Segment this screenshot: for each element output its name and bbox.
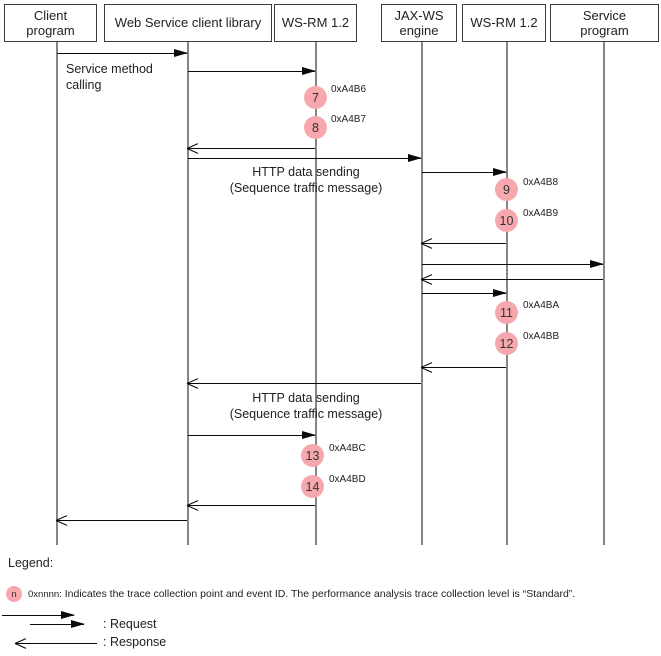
open-arrowhead-icon	[14, 643, 27, 650]
legend-response-arrow-icon	[14, 638, 97, 650]
trace-point-7: 7	[304, 86, 327, 109]
legend-request-label: : Request	[103, 617, 157, 631]
request-arrow-jaxws-to-wsrm2-2	[422, 289, 507, 297]
legend-note-text: Indicates the trace collection point and…	[64, 588, 576, 600]
response-arrow-wsrm2-to-jaxws-2	[420, 362, 506, 374]
filled-arrowhead-icon	[590, 260, 604, 268]
trace-point-10: 10	[495, 209, 518, 232]
lifeline-client-program	[56, 42, 58, 545]
actor-service-program: Service program	[550, 4, 659, 42]
actor-web-service-client-library: Web Service client library	[104, 4, 272, 42]
filled-arrowhead-icon	[61, 611, 75, 619]
lifeline-jax-ws-engine	[421, 42, 423, 545]
filled-arrowhead-icon	[493, 289, 507, 297]
legend-note-code: 0xnnnn:	[28, 589, 62, 600]
legend-response-label: : Response	[103, 635, 167, 649]
legend-request-arrow-icon	[2, 611, 75, 619]
actor-ws-rm-client: WS-RM 1.2	[274, 4, 357, 42]
request-arrow-wscl-to-jaxws	[188, 154, 422, 162]
filled-arrowhead-icon	[408, 154, 422, 162]
event-id-0xA4BA: 0xA4BA	[523, 300, 560, 311]
filled-arrowhead-icon	[493, 168, 507, 176]
lifeline-service-program	[603, 42, 605, 545]
response-arrow-wsrm1-to-wscl-2	[186, 500, 315, 512]
actor-jax-ws-engine: JAX-WS engine	[381, 4, 457, 42]
event-id-0xA4B9: 0xA4B9	[523, 208, 559, 219]
legend-note: 0xnnnn: Indicates the trace collection p…	[28, 588, 575, 600]
trace-point-legend-icon: n	[6, 586, 22, 602]
request-arrow-wscl-to-wsrm1	[188, 67, 316, 75]
lifeline-web-service-client-library	[187, 42, 189, 545]
request-arrow-wscl-to-wsrm1-2	[188, 431, 316, 439]
filled-arrowhead-icon	[71, 620, 85, 628]
event-id-0xA4B6: 0xA4B6	[331, 84, 367, 95]
actor-client-program: Client program	[4, 4, 97, 42]
actor-ws-rm-server: WS-RM 1.2	[462, 4, 546, 42]
event-id-0xA4B7: 0xA4B7	[331, 114, 367, 125]
event-id-0xA4B8: 0xA4B8	[523, 177, 559, 188]
trace-point-11: 11	[495, 301, 518, 324]
label-http-data-sending-2: HTTP data sending (Sequence traffic mess…	[229, 391, 383, 421]
trace-point-14: 14	[301, 475, 324, 498]
label-service-method-calling: Service method calling	[66, 62, 153, 92]
response-arrow-jaxws-to-wscl	[186, 378, 421, 390]
event-id-0xA4BC: 0xA4BC	[329, 443, 366, 454]
label-http-data-sending-1: HTTP data sending (Sequence traffic mess…	[229, 165, 383, 195]
request-arrow-client-to-wscl	[57, 49, 188, 57]
trace-point-9: 9	[495, 178, 518, 201]
response-arrow-wsrm1-to-wscl	[186, 143, 315, 155]
filled-arrowhead-icon	[174, 49, 188, 57]
trace-point-8: 8	[304, 116, 327, 139]
request-arrow-jaxws-to-wsrm2	[422, 168, 507, 176]
legend-request-arrow-icon	[30, 620, 85, 628]
response-arrow-wsrm2-to-jaxws	[420, 238, 506, 250]
lifeline-ws-rm-client	[315, 42, 317, 545]
filled-arrowhead-icon	[302, 431, 316, 439]
filled-arrowhead-icon	[302, 67, 316, 75]
trace-point-12: 12	[495, 332, 518, 355]
request-arrow-jaxws-to-service	[422, 260, 604, 268]
trace-point-13: 13	[301, 444, 324, 467]
event-id-0xA4BB: 0xA4BB	[523, 331, 560, 342]
response-arrow-service-to-jaxws	[420, 274, 603, 286]
response-arrow-wscl-to-client	[55, 515, 187, 527]
legend-title: Legend:	[8, 556, 54, 570]
event-id-0xA4BD: 0xA4BD	[329, 474, 366, 485]
